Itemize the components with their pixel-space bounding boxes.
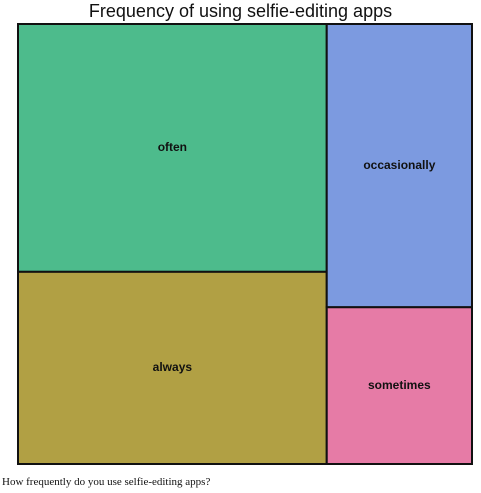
treemap-tile-always: always xyxy=(17,270,328,465)
tile-rect-occasionally xyxy=(325,23,473,309)
treemap-tile-often: often xyxy=(17,23,328,273)
treemap-chart: often always occasionally sometimes xyxy=(17,23,473,465)
caption: How frequently do you use selfie-editing… xyxy=(2,476,211,488)
treemap-tile-occasionally: occasionally xyxy=(325,23,473,309)
tile-label-occasionally: occasionally xyxy=(363,158,435,172)
tile-label-sometimes: sometimes xyxy=(368,378,431,392)
chart-title: Frequency of using selfie-editing apps xyxy=(88,1,393,21)
tile-rect-always xyxy=(17,270,328,465)
tile-label-always: always xyxy=(153,360,193,374)
treemap-tile-sometimes: sometimes xyxy=(325,306,473,465)
tile-label-often: often xyxy=(158,140,187,154)
tile-rect-sometimes xyxy=(325,306,473,465)
